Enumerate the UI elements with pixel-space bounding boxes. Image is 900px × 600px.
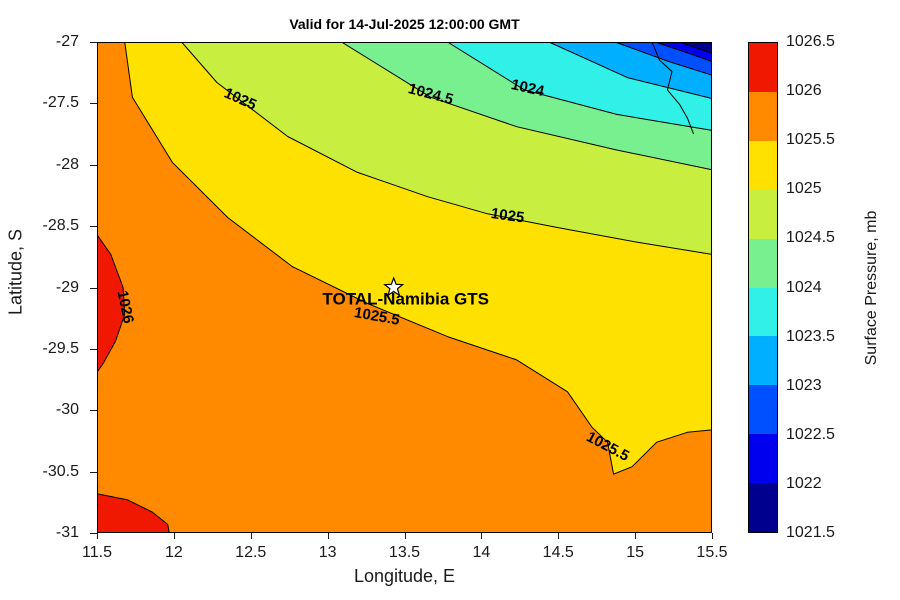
y-axis-ticks: -27 -27.5 -28 -28.5 -29 -29.5 -30 -30.5 -31: [0, 33, 88, 541]
contour-line-1022.5: [654, 42, 712, 63]
colorbar-band: [749, 43, 777, 92]
colorbar-ticks: 1026.5 1026 1025.5 1025 1024.5 1024 1023.5 1023…: [786, 33, 856, 541]
x-tick-mark: [558, 533, 560, 539]
y-tick-mark: [90, 410, 97, 412]
x-tick-label: 13: [318, 544, 337, 561]
x-tick-label: 14.5: [542, 544, 574, 561]
x-tick-mark: [481, 533, 483, 539]
y-tick-label: -27: [55, 33, 79, 50]
y-tick-mark: [90, 287, 97, 289]
coastline: [651, 42, 695, 135]
x-tick-label: 15.5: [696, 544, 728, 561]
contour-line-1025.5: [124, 42, 712, 475]
contour-line-1025: [181, 42, 712, 255]
x-tick-mark: [173, 533, 175, 539]
colorbar-tick-label: 1021.5: [786, 524, 835, 541]
colorbar-tick-label: 1026: [786, 82, 822, 100]
contour-line-1026: [97, 234, 126, 373]
y-tick-label: -31: [55, 524, 79, 541]
colorbar-band: [749, 385, 777, 435]
x-axis-tick-marks: [97, 533, 713, 540]
band-above-1025.5: [97, 42, 712, 533]
x-tick-mark: [327, 533, 329, 539]
contour-line-1024.5: [341, 42, 712, 171]
x-tick-mark: [250, 533, 252, 539]
y-tick-label: -29: [55, 278, 79, 296]
x-tick-label: 11.5: [82, 544, 112, 561]
contour-plot: 1025 1024.5 1024 1025 1026 1025.5 1025.5 TOTAL-…: [97, 42, 712, 533]
colorbar-tick-label: 1022: [786, 474, 822, 492]
contour-line-1026: [97, 493, 170, 533]
contour-line-1023: [614, 42, 712, 76]
y-tick-label: -28.5: [42, 217, 79, 235]
colorbar-tick-label: 1022.5: [786, 425, 835, 443]
y-tick-mark: [90, 533, 97, 534]
figure-title: Valid for 14-Jul-2025 12:00:00 GMT: [289, 16, 520, 32]
colorbar-band: [749, 140, 777, 190]
x-axis-label: Longitude, E: [353, 566, 456, 586]
y-tick-mark: [90, 42, 97, 43]
colorbar-tick-label: 1025: [786, 180, 822, 198]
y-tick-mark: [90, 164, 97, 166]
x-tick-label: 13.5: [388, 544, 421, 561]
y-axis-label: Latitude, S: [5, 228, 26, 316]
x-tick-label: 14: [472, 544, 491, 561]
y-tick-label: -30.5: [42, 462, 79, 480]
colorbar-tick-label: 1024: [786, 278, 822, 296]
y-tick-mark: [90, 226, 97, 228]
colorbar-band: [749, 483, 777, 533]
contour-line-1024: [447, 42, 712, 131]
contour-label: 1026: [113, 289, 137, 325]
contour-label: 1025: [490, 205, 525, 226]
x-tick-mark: [404, 533, 406, 539]
y-axis-tick-marks: [90, 42, 97, 534]
colorbar-tick-label: 1023.5: [786, 327, 835, 345]
y-tick-mark: [90, 348, 97, 350]
x-tick-label: 15: [626, 544, 645, 561]
contour-line-1022: [679, 42, 712, 54]
x-tick-label: 12: [164, 544, 183, 561]
band-above-1026: [97, 493, 170, 533]
y-tick-label: -28: [55, 155, 79, 173]
station-label: TOTAL-Namibia GTS: [322, 290, 489, 309]
colorbar: [748, 42, 778, 533]
x-tick-mark: [635, 533, 637, 539]
station-marker-star: [383, 276, 405, 297]
colorbar-band: [749, 287, 777, 337]
x-tick-mark: [97, 533, 98, 539]
colorbar-label: Surface Pressure, mb: [863, 210, 880, 366]
y-tick-mark: [90, 471, 97, 473]
y-tick-label: -27.5: [42, 94, 79, 112]
plot-border: [97, 42, 712, 533]
contour-line-1023.5: [548, 42, 712, 99]
band-above-1026: [97, 234, 125, 373]
colorbar-band: [749, 238, 777, 288]
x-tick-mark: [712, 533, 713, 539]
colorbar-band: [749, 91, 777, 141]
colorbar-tick-label: 1025.5: [786, 131, 835, 149]
colorbar-band: [749, 336, 777, 386]
y-tick-label: -29.5: [42, 339, 79, 357]
colorbar-tick-label: 1023: [786, 376, 822, 394]
y-tick-label: -30: [55, 401, 79, 419]
colorbar-band: [749, 434, 777, 484]
x-tick-label: 12.5: [235, 544, 267, 561]
y-tick-mark: [90, 103, 97, 105]
colorbar-tick-label: 1026.5: [786, 33, 835, 50]
colorbar-band: [749, 189, 777, 239]
colorbar-tick-label: 1024.5: [786, 229, 835, 247]
x-axis-ticks: 11.5 12 12.5 13 13.5 14 14.5 15 15.5: [82, 544, 728, 564]
